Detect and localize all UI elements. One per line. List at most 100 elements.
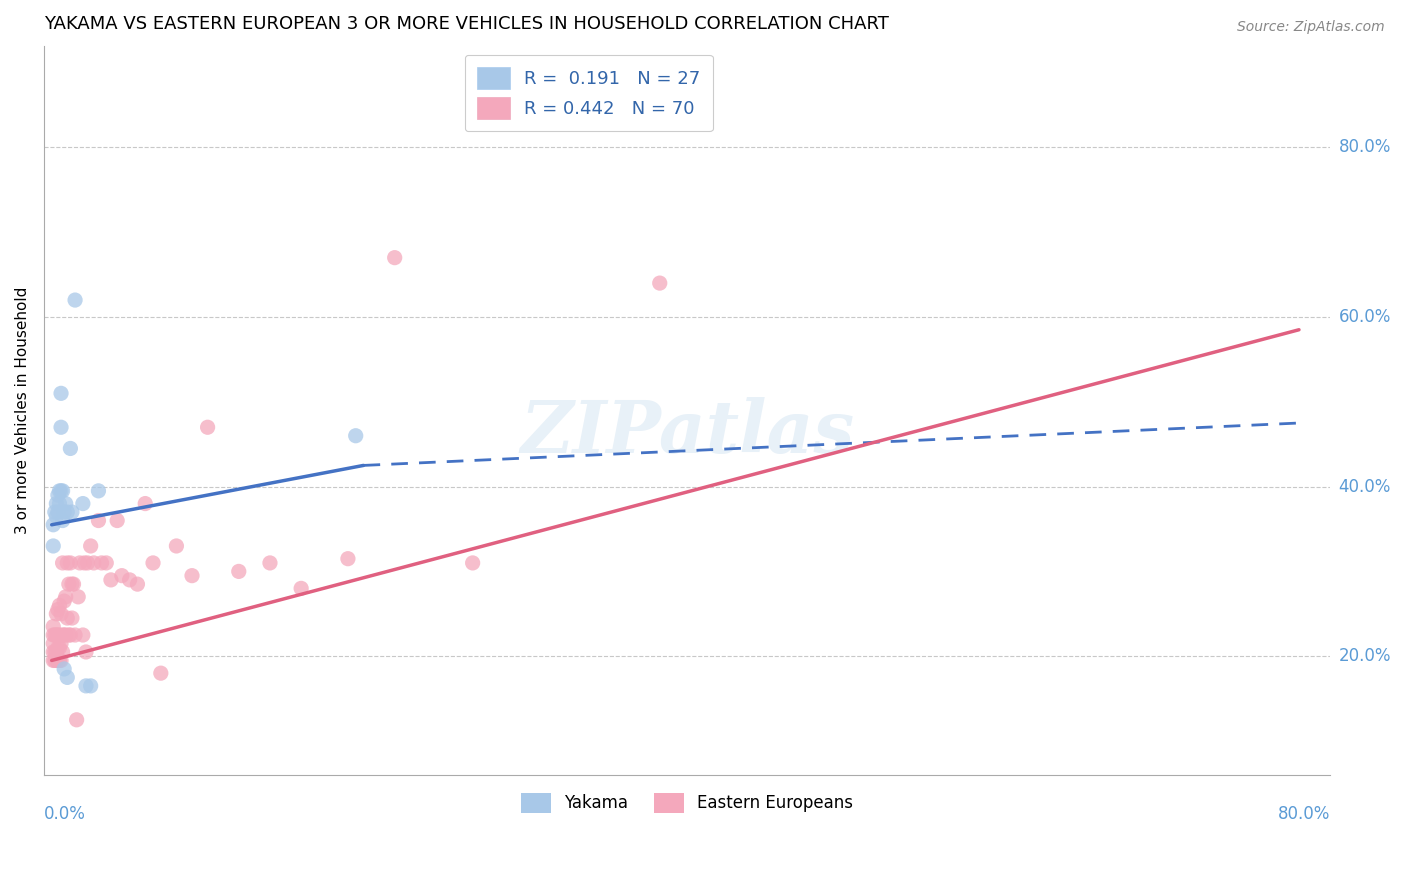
Point xyxy=(53,505,76,519)
Point xyxy=(48,483,70,498)
Point xyxy=(72,497,94,511)
Point xyxy=(53,594,76,608)
Point xyxy=(53,628,76,642)
Point xyxy=(259,556,281,570)
Point xyxy=(75,645,97,659)
Text: ZIPatlas: ZIPatlas xyxy=(520,397,853,467)
Text: YAKAMA VS EASTERN EUROPEAN 3 OR MORE VEHICLES IN HOUSEHOLD CORRELATION CHART: YAKAMA VS EASTERN EUROPEAN 3 OR MORE VEH… xyxy=(44,15,889,33)
Point xyxy=(52,628,75,642)
Point xyxy=(58,628,80,642)
Point xyxy=(53,662,76,676)
Point xyxy=(55,590,77,604)
Text: 20.0%: 20.0% xyxy=(1339,648,1391,665)
Point xyxy=(344,428,367,442)
Point xyxy=(42,645,65,659)
Point xyxy=(75,679,97,693)
Point xyxy=(60,611,83,625)
Point xyxy=(59,556,82,570)
Point xyxy=(197,420,219,434)
Point xyxy=(90,556,112,570)
Point xyxy=(461,556,484,570)
Text: 80.0%: 80.0% xyxy=(1339,138,1391,156)
Point xyxy=(100,573,122,587)
Point xyxy=(384,251,406,265)
Point xyxy=(83,556,105,570)
Point xyxy=(46,602,69,616)
Point xyxy=(52,645,75,659)
Point xyxy=(55,497,77,511)
Point xyxy=(46,628,69,642)
Point xyxy=(56,556,79,570)
Text: 0.0%: 0.0% xyxy=(44,805,86,823)
Point xyxy=(45,653,67,667)
Point xyxy=(45,645,67,659)
Point xyxy=(142,556,165,570)
Point xyxy=(44,645,66,659)
Point xyxy=(72,628,94,642)
Point xyxy=(165,539,187,553)
Point xyxy=(52,514,75,528)
Y-axis label: 3 or more Vehicles in Household: 3 or more Vehicles in Household xyxy=(15,286,30,534)
Point xyxy=(45,497,67,511)
Point xyxy=(69,556,91,570)
Point xyxy=(76,556,98,570)
Point xyxy=(48,497,70,511)
Point xyxy=(46,640,69,655)
Point xyxy=(49,636,72,650)
Point xyxy=(42,539,65,553)
Point xyxy=(42,628,65,642)
Point xyxy=(49,607,72,621)
Point xyxy=(648,276,671,290)
Point xyxy=(44,628,66,642)
Point xyxy=(48,599,70,613)
Point xyxy=(66,713,89,727)
Point xyxy=(59,628,82,642)
Point xyxy=(56,611,79,625)
Text: 80.0%: 80.0% xyxy=(1278,805,1330,823)
Point xyxy=(46,653,69,667)
Text: 40.0%: 40.0% xyxy=(1339,477,1391,496)
Point xyxy=(290,582,312,596)
Point xyxy=(49,653,72,667)
Point xyxy=(44,653,66,667)
Point xyxy=(63,293,86,307)
Point xyxy=(60,577,83,591)
Point xyxy=(105,514,128,528)
Point xyxy=(56,670,79,684)
Point xyxy=(48,628,70,642)
Point xyxy=(55,628,77,642)
Point xyxy=(62,577,84,591)
Text: Source: ZipAtlas.com: Source: ZipAtlas.com xyxy=(1237,20,1385,34)
Point xyxy=(87,483,110,498)
Point xyxy=(336,551,359,566)
Point xyxy=(56,505,79,519)
Point xyxy=(45,509,67,524)
Point xyxy=(46,488,69,502)
Point xyxy=(96,556,118,570)
Point xyxy=(49,483,72,498)
Point xyxy=(73,556,96,570)
Point xyxy=(149,666,172,681)
Point xyxy=(63,628,86,642)
Point xyxy=(45,607,67,621)
Point xyxy=(118,573,141,587)
Point xyxy=(45,628,67,642)
Point xyxy=(42,517,65,532)
Legend: Yakama, Eastern Europeans: Yakama, Eastern Europeans xyxy=(513,784,862,822)
Point xyxy=(42,653,65,667)
Point xyxy=(46,505,69,519)
Point xyxy=(111,568,134,582)
Point xyxy=(52,556,75,570)
Point xyxy=(87,514,110,528)
Point xyxy=(42,619,65,633)
Point xyxy=(52,483,75,498)
Point xyxy=(48,640,70,655)
Point xyxy=(79,539,101,553)
Point xyxy=(58,577,80,591)
Point xyxy=(127,577,149,591)
Point xyxy=(48,653,70,667)
Point xyxy=(49,420,72,434)
Point xyxy=(134,497,156,511)
Text: 60.0%: 60.0% xyxy=(1339,308,1391,326)
Point xyxy=(67,590,90,604)
